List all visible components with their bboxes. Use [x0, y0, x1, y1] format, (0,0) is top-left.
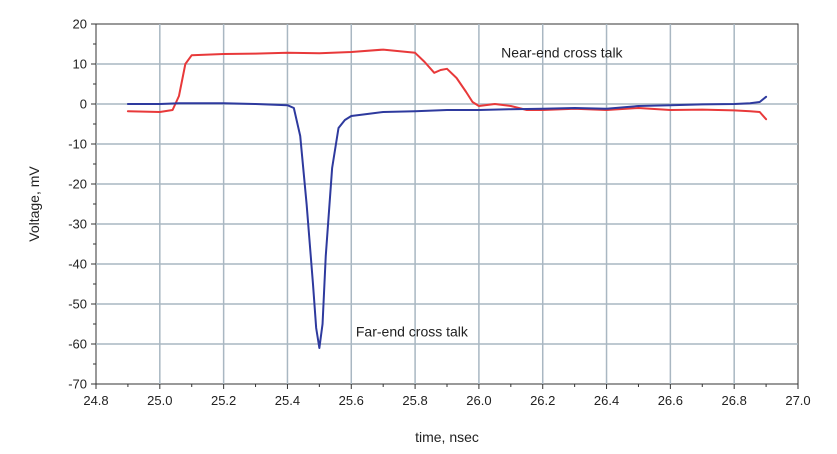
- y-tick-label: 0: [80, 97, 87, 112]
- grid: [96, 24, 798, 384]
- series-line-1: [126, 48, 768, 121]
- x-tick-label: 25.6: [339, 393, 364, 408]
- series-lines: [126, 48, 768, 349]
- y-tick-label: -70: [68, 377, 87, 392]
- x-tick-label: 26.6: [658, 393, 683, 408]
- annotations: Near-end cross talk Far-end cross talk: [356, 45, 624, 340]
- annotation-1: Near-end cross talk: [501, 45, 623, 61]
- x-tick-label: 26.2: [530, 393, 555, 408]
- y-tick-label: -30: [68, 217, 87, 232]
- y-tick-label: -20: [68, 177, 87, 192]
- y-axis-title: Voltage, mV: [26, 166, 42, 242]
- y-tick-label: 20: [73, 17, 87, 32]
- y-tick-labels: 20 10 0 -10 -20 -30 -40 -50 -60 -70: [68, 17, 87, 392]
- y-tick-label: -10: [68, 137, 87, 152]
- x-tick-label: 26.0: [466, 393, 491, 408]
- plot-area: [95, 23, 799, 385]
- x-tick-label: 25.4: [275, 393, 300, 408]
- x-tick-label: 27.0: [785, 393, 810, 408]
- y-tick-label: 10: [73, 57, 87, 72]
- y-tick-label: -60: [68, 337, 87, 352]
- x-tick-labels: 24.8 25.0 25.2 25.4 25.6 25.8 26.0 26.2 26.4 26.6…: [83, 393, 810, 408]
- y-tick-label: -50: [68, 297, 87, 312]
- x-tick-label: 25.2: [211, 393, 236, 408]
- axis-ticks: [91, 23, 799, 389]
- x-tick-label: 26.4: [594, 393, 619, 408]
- annotation-2: Far-end cross talk: [356, 323, 469, 339]
- y-tick-label: -40: [68, 257, 87, 272]
- x-tick-label: 26.8: [722, 393, 747, 408]
- x-tick-label: 25.0: [147, 393, 172, 408]
- x-axis-title: time, nsec: [415, 429, 479, 445]
- series-line-2: [126, 95, 768, 349]
- x-tick-label: 24.8: [83, 393, 108, 408]
- x-tick-label: 25.8: [402, 393, 427, 408]
